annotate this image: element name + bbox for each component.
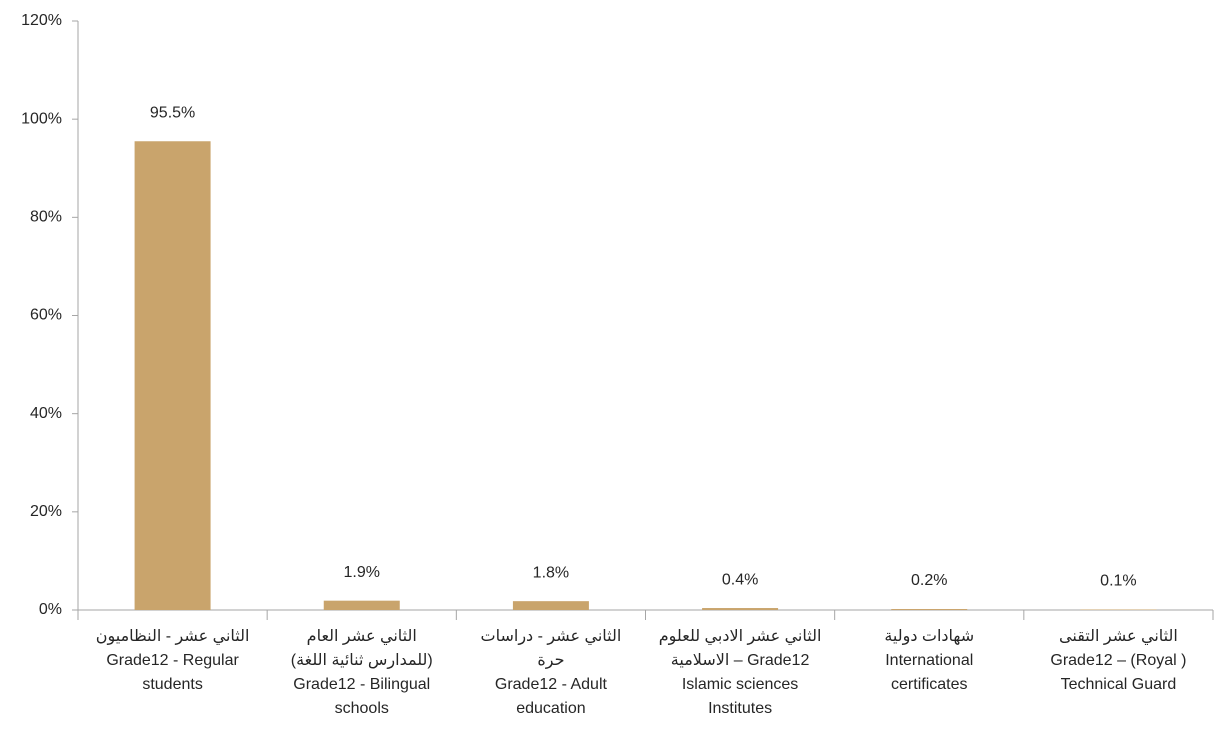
- y-tick-label: 120%: [21, 12, 62, 29]
- y-tick-label: 0%: [39, 601, 62, 618]
- x-tick-label: Grade12 - Regular: [106, 652, 239, 669]
- value-label: 95.5%: [150, 104, 195, 121]
- x-tick-label: certificates: [891, 676, 967, 693]
- x-tick-label: شهادات دولية: [884, 628, 974, 646]
- y-tick-label: 80%: [30, 209, 62, 226]
- x-tick-label: Institutes: [708, 700, 772, 717]
- bar: [891, 609, 968, 610]
- x-tick-label: الثاني عشر التقنى: [1059, 628, 1178, 646]
- x-tick-label: الثاني عشر - النظاميون: [96, 628, 250, 646]
- x-tick-label: Islamic sciences: [682, 676, 798, 693]
- value-label: 1.9%: [344, 564, 380, 581]
- x-tick-label: (للمدارس ثنائية اللغة): [291, 652, 433, 670]
- bar: [702, 608, 779, 610]
- bar: [1080, 609, 1157, 611]
- value-label: 1.8%: [533, 564, 569, 581]
- x-tick-label: الاسلامية – Grade12: [671, 652, 810, 669]
- x-tick-label: الثاني عشر الادبي للعلوم: [659, 628, 822, 646]
- x-tick-label: Grade12 – (Royal ): [1050, 652, 1186, 669]
- x-tick-label: الثاني عشر - دراسات: [481, 628, 622, 646]
- y-tick-label: 100%: [21, 110, 62, 127]
- x-tick-label: Grade12 - Bilingual: [293, 676, 430, 693]
- x-tick-label: schools: [335, 700, 389, 717]
- bar: [134, 141, 211, 611]
- bar: [323, 600, 400, 610]
- x-tick-label: الثاني عشر العام: [307, 628, 417, 646]
- x-tick-label: Technical Guard: [1061, 676, 1177, 693]
- y-tick-label: 60%: [30, 307, 62, 324]
- y-tick-label: 40%: [30, 405, 62, 422]
- value-label: 0.2%: [911, 572, 947, 589]
- x-tick-label: students: [142, 676, 202, 693]
- bar: [512, 601, 589, 610]
- x-tick-label: education: [516, 700, 585, 717]
- x-tick-label: حرة: [537, 652, 564, 670]
- value-label: 0.4%: [722, 571, 758, 588]
- value-label: 0.1%: [1100, 573, 1136, 590]
- y-tick-label: 20%: [30, 503, 62, 520]
- x-tick-label: International: [885, 652, 973, 669]
- x-tick-label: Grade12 - Adult: [495, 676, 608, 693]
